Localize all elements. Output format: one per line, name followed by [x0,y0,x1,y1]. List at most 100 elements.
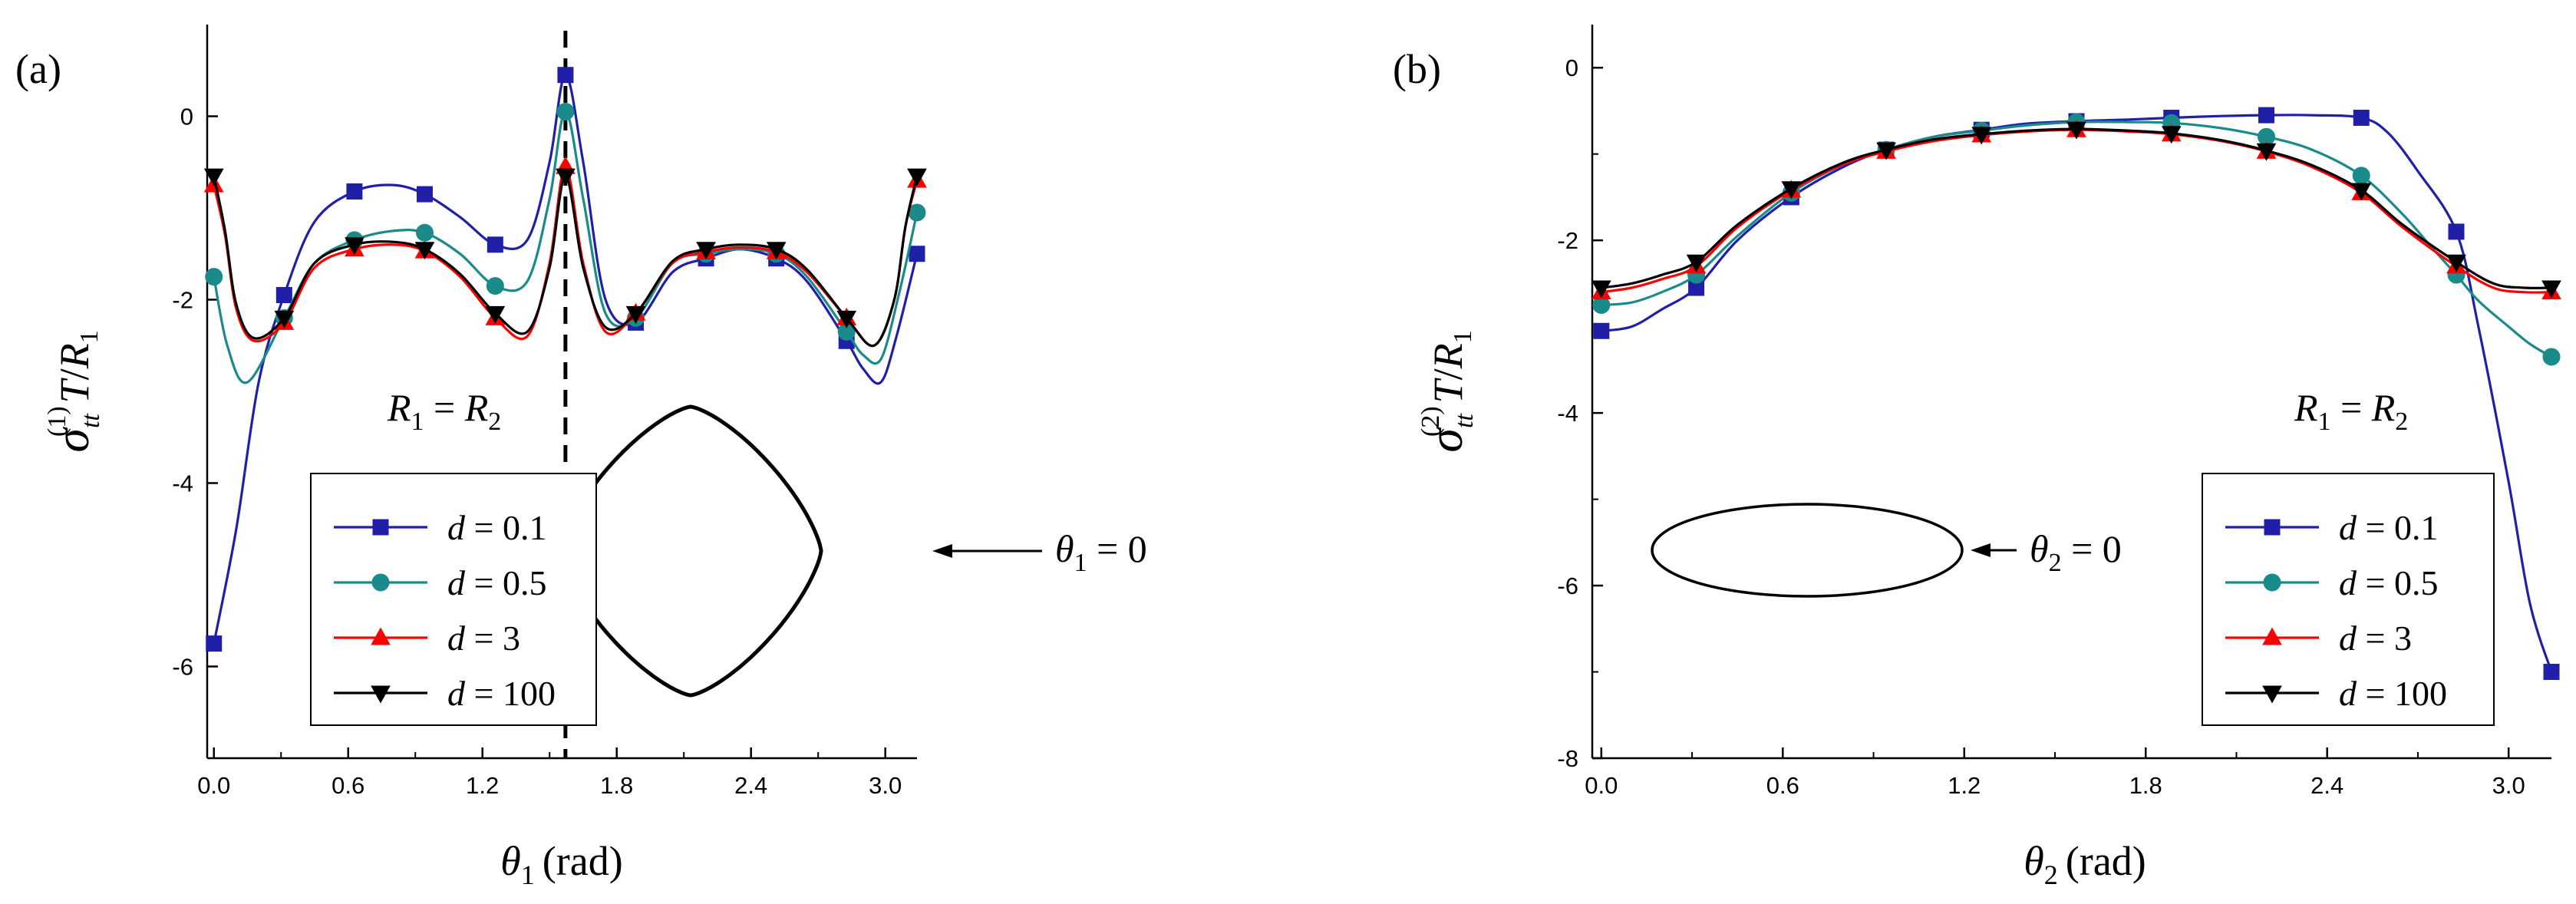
x-axis-title: θ1 (rad) [500,838,622,890]
x-tick-label: 2.4 [2310,772,2343,799]
series-line [1601,128,2552,294]
legend-label: d = 0.1 [2339,508,2438,547]
data-point-marker [696,242,716,260]
x-tick-label: 3.0 [869,772,902,799]
data-point-marker [1876,142,1896,160]
x-tick-label: 0.6 [1766,772,1799,799]
y-tick-label: 0 [180,104,193,130]
arrow-head [932,544,952,558]
chart-panel-b: (b) 0.0 0.6 1.2 1.8 2.4 3.0 0 -2 -4 -6 -8 θ2 (rad) σtt… [1393,25,2561,890]
data-point-marker [909,246,925,262]
legend-marker [2262,685,2282,704]
data-point-marker [2542,348,2561,366]
data-point-marker [1591,280,1611,299]
y-tick-label: -6 [172,654,193,681]
legend-marker [371,685,391,704]
series-d-100 [203,168,927,348]
legend-label: d = 3 [447,619,520,658]
data-point-marker [2066,121,2086,140]
legend: d = 0.1 d = 0.5 d = 3 d = 100 [2202,473,2495,726]
panel-label: (b) [1393,46,1441,92]
legend-marker [2263,573,2281,592]
data-point-marker [2448,223,2465,240]
series-d-100 [1591,121,2561,299]
legend-marker [2264,519,2281,536]
y-axis-title: σtt(2)T/R1 [1417,330,1479,452]
series-line [1601,127,2552,290]
legend-label: d = 100 [2339,674,2447,713]
data-point-marker [2258,107,2274,124]
y-tick-label: -8 [1557,745,1578,772]
legend-marker [372,519,389,536]
inset-ellipse-shape [1651,503,1964,598]
data-point-marker [556,103,575,121]
arrow-head [1971,543,1991,557]
data-point-marker [414,242,435,260]
x-tick-label: 3.0 [2492,772,2525,799]
legend-entry: d = 0.5 [334,563,546,602]
legend-entry: d = 3 [2225,619,2412,658]
x-tick-label: 1.8 [600,772,633,799]
legend-entry: d = 0.1 [2225,508,2438,547]
x-tick-label: 0.0 [197,772,230,799]
panel-label: (a) [15,46,61,92]
y-tick-label: -6 [1557,572,1578,599]
data-point-marker [2161,126,2182,144]
data-point-marker [836,310,857,328]
data-point-marker [486,277,504,295]
data-point-marker [2351,183,2372,201]
data-point-marker [1781,181,1802,200]
legend-entry: d = 0.5 [2225,563,2438,602]
y-axis-title: σtt(1)T/R1 [43,330,105,452]
data-point-marker [274,310,295,328]
legend-entry: d = 3 [334,619,520,658]
data-point-marker [2543,664,2560,681]
legend-label: d = 100 [447,674,556,713]
data-point-marker [275,287,292,304]
legend-label: d = 3 [2339,619,2412,658]
data-point-marker [557,67,574,84]
inset-diamond-shape [558,404,823,698]
legend-entry: d = 100 [334,674,556,713]
y-tick-label: -2 [172,287,193,314]
series-d-3 [1591,119,2561,300]
legend-box [310,473,597,726]
x-axis-title: θ2 (rad) [2024,838,2146,890]
data-point-marker [203,168,224,186]
y-tick-label: -4 [1557,400,1578,427]
x-tick-label: 2.4 [734,772,767,799]
data-point-marker [1686,254,1707,272]
legend-label: d = 0.1 [447,508,546,547]
data-point-marker [487,236,503,253]
data-point-marker [345,237,364,256]
data-point-marker [415,223,434,242]
data-point-marker [2541,280,2561,299]
data-point-marker [205,268,223,286]
data-point-marker [1971,127,1992,145]
x-tick-label: 1.2 [466,772,499,799]
angle-origin-label: θ2 = 0 [2030,527,2122,577]
data-point-marker [485,305,506,324]
data-point-marker [416,186,433,203]
data-point-marker [2352,167,2370,185]
legend-label: d = 0.5 [447,563,546,602]
y-tick-label: -2 [1557,227,1578,254]
x-tick-label: 1.8 [2129,772,2162,799]
data-point-marker [346,183,363,200]
data-point-marker [907,168,927,186]
y-tick-label: -4 [172,470,193,497]
x-tick-label: 1.2 [1948,772,1981,799]
data-point-marker [206,635,223,652]
legend-marker [2262,627,2282,645]
data-point-marker [2446,254,2466,272]
data-point-marker [766,242,787,260]
angle-origin-label: θ1 = 0 [1055,527,1147,577]
legend-marker [371,573,390,592]
data-point-marker [556,168,576,186]
legend-box [2202,473,2495,726]
x-tick-label: 0.6 [331,772,364,799]
data-point-marker [625,305,646,324]
legend-marker [371,627,391,645]
radius-equality-label: R1 = R2 [2294,386,2408,436]
